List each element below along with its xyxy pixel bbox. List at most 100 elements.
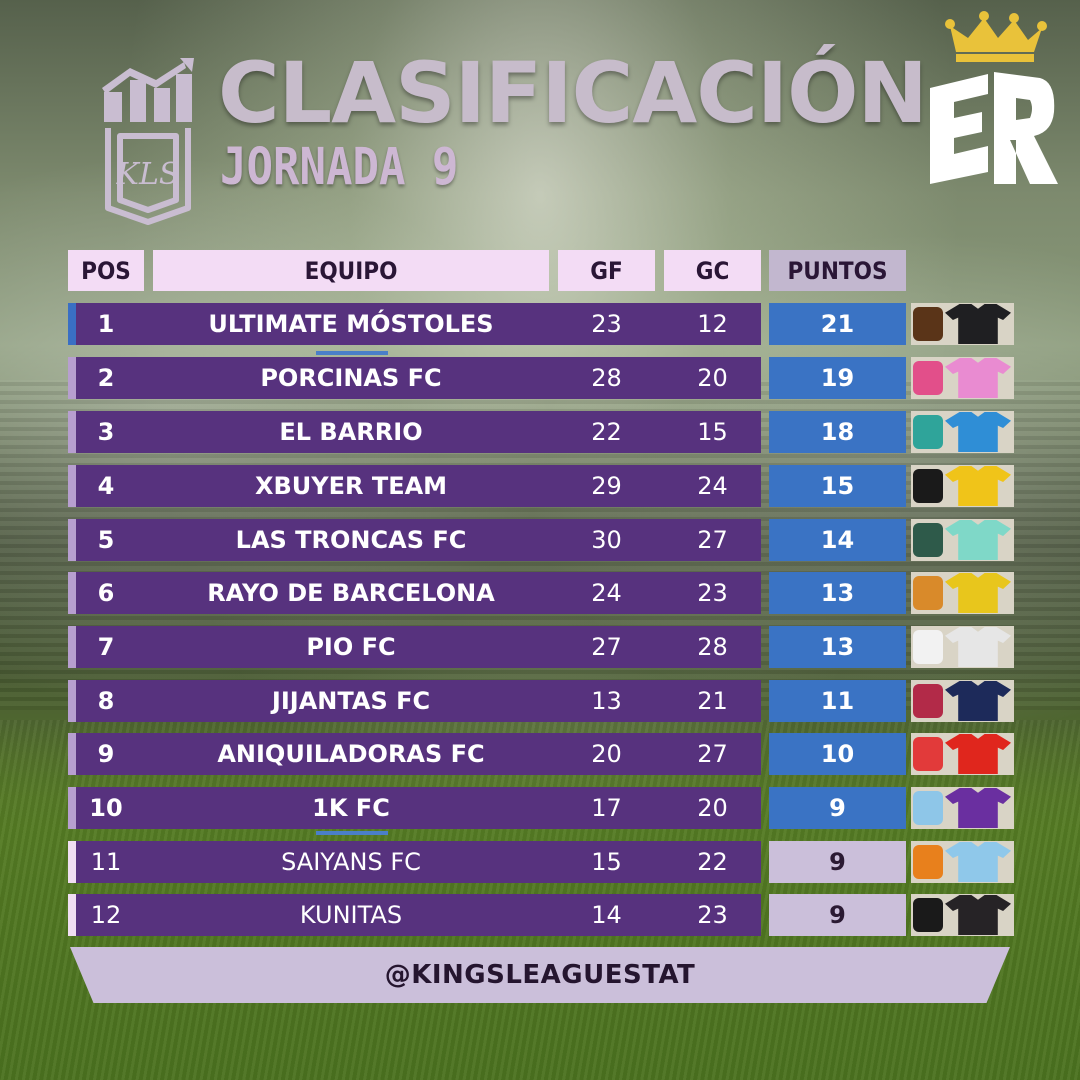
page-subtitle: JORNADA 9: [220, 138, 459, 197]
row-bar: [68, 894, 761, 936]
row-position: 4: [97, 472, 115, 500]
team-kit-thumbnail: [911, 733, 1014, 775]
row-goals-against: 23: [697, 901, 728, 929]
kls-logo-text: KLS: [116, 157, 180, 192]
row-points: 14: [769, 519, 906, 561]
row-goals-against: 15: [697, 418, 728, 446]
row-team-name: XBUYER TEAM: [254, 472, 448, 500]
row-goals-against: 27: [697, 740, 728, 768]
row-position: 3: [97, 418, 115, 446]
row-team-name: ANIQUILADORAS FC: [217, 740, 485, 768]
row-bar: [68, 465, 761, 507]
column-header-pos: POS: [68, 250, 144, 291]
row-goals-against: 20: [697, 794, 728, 822]
row-goals-against: 22: [697, 848, 728, 876]
row-goals-for: 20: [591, 740, 622, 768]
row-goals-for: 17: [591, 794, 622, 822]
row-bar: [68, 841, 761, 883]
row-position: 1: [97, 310, 115, 338]
row-goals-against: 28: [697, 633, 728, 661]
team-shirt-icon: [945, 412, 1011, 452]
team-shirt-icon: [945, 842, 1011, 882]
row-position: 6: [97, 579, 115, 607]
row-bar: [68, 733, 761, 775]
row-goals-for: 13: [591, 687, 622, 715]
team-crest-icon: [913, 737, 943, 771]
row-goals-against: 24: [697, 472, 728, 500]
row-points: 18: [769, 411, 906, 453]
team-kit-thumbnail: [911, 411, 1014, 453]
row-goals-against: 12: [697, 310, 728, 338]
row-goals-for: 23: [591, 310, 622, 338]
er-logo-text: ER: [922, 8, 924, 9]
row-points: 21: [769, 303, 906, 345]
team-shirt-icon: [945, 358, 1011, 398]
row-stripe: [68, 841, 76, 883]
team-kit-thumbnail: [911, 787, 1014, 829]
row-bar: [68, 519, 761, 561]
row-points: 9: [769, 894, 906, 936]
row-team-name: JIJANTAS FC: [271, 687, 431, 715]
team-kit-thumbnail: [911, 303, 1014, 345]
team-shirt-icon: [945, 734, 1011, 774]
team-kit-thumbnail: [911, 841, 1014, 883]
row-position: 11: [90, 848, 122, 876]
row-goals-for: 15: [591, 848, 622, 876]
row-bar: [68, 572, 761, 614]
row-goals-for: 22: [591, 418, 622, 446]
row-points: 13: [769, 572, 906, 614]
column-header-points: PUNTOS: [769, 250, 906, 291]
team-crest-icon: [913, 469, 943, 503]
row-bar: [68, 411, 761, 453]
column-header-gc: GC: [664, 250, 761, 291]
row-goals-for: 24: [591, 579, 622, 607]
team-crest-icon: [913, 898, 943, 932]
row-bar: [68, 357, 761, 399]
row-points: 15: [769, 465, 906, 507]
row-goals-against: 20: [697, 364, 728, 392]
row-position: 7: [97, 633, 115, 661]
row-points: 9: [769, 841, 906, 883]
row-goals-against: 27: [697, 526, 728, 554]
team-shirt-icon: [945, 466, 1011, 506]
kls-logo: KLS: [102, 58, 194, 225]
divider-after-tenth: [316, 831, 388, 835]
column-header-gf: GF: [558, 250, 655, 291]
row-stripe: [68, 787, 76, 829]
er-logo: ER: [922, 8, 1058, 184]
team-crest-icon: [913, 630, 943, 664]
row-goals-for: 27: [591, 633, 622, 661]
team-kit-thumbnail: [911, 626, 1014, 668]
row-stripe: [68, 733, 76, 775]
team-kit-thumbnail: [911, 465, 1014, 507]
row-goals-for: 14: [591, 901, 622, 929]
team-crest-icon: [913, 361, 943, 395]
row-bar: [68, 680, 761, 722]
row-stripe: [68, 680, 76, 722]
team-kit-thumbnail: [911, 357, 1014, 399]
team-shirt-icon: [945, 520, 1011, 560]
row-goals-against: 21: [697, 687, 728, 715]
team-kit-thumbnail: [911, 572, 1014, 614]
row-position: 9: [97, 740, 115, 768]
team-shirt-icon: [945, 788, 1011, 828]
row-position: 10: [89, 794, 123, 822]
row-goals-for: 30: [591, 526, 622, 554]
row-position: 8: [97, 687, 115, 715]
row-stripe: [68, 519, 76, 561]
team-crest-icon: [913, 307, 943, 341]
row-stripe: [68, 894, 76, 936]
row-team-name: PIO FC: [306, 633, 396, 661]
team-crest-icon: [913, 523, 943, 557]
row-goals-for: 28: [591, 364, 622, 392]
row-goals-against: 23: [697, 579, 728, 607]
row-stripe: [68, 572, 76, 614]
row-team-name: RAYO DE BARCELONA: [207, 579, 495, 607]
column-header-team: EQUIPO: [153, 250, 549, 291]
team-shirt-icon: [945, 681, 1011, 721]
row-position: 2: [97, 364, 115, 392]
row-team-name: KUNITAS: [299, 901, 403, 929]
row-points: 9: [769, 787, 906, 829]
team-crest-icon: [913, 684, 943, 718]
